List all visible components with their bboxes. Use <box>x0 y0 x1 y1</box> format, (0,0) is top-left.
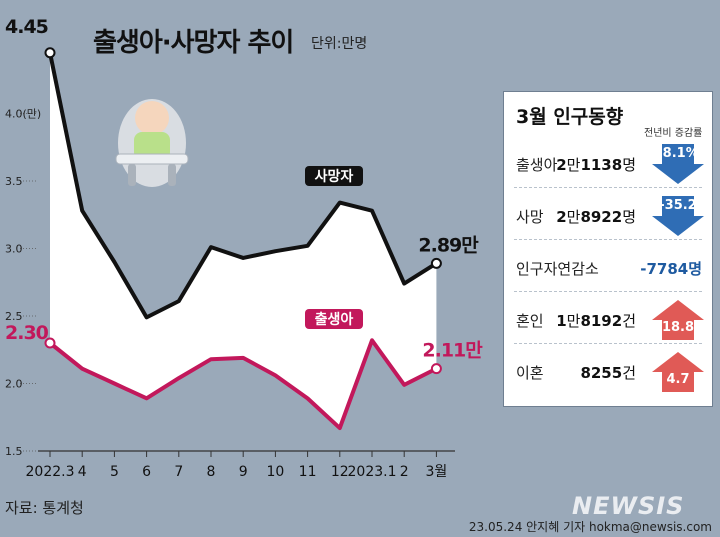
baby-body <box>134 132 170 160</box>
row-divider <box>514 187 702 188</box>
x-tick-label: 6 <box>142 464 151 480</box>
change-rate-label: -35.2 <box>659 198 697 213</box>
baby-tray <box>115 153 189 165</box>
panel-row: 출생아 2만1138명 -8.1% <box>504 142 712 188</box>
panel-row-value: -7784명 <box>640 260 702 278</box>
population-trend-panel: 3월 인구동향 전년비 증감률 출생아 2만1138명 -8.1% 사망 2만8922명… <box>503 91 713 407</box>
panel-row-value: 1만8192건 <box>556 312 636 330</box>
panel-row-value: 8255건 <box>580 364 636 382</box>
x-tick-label: 2023.1 <box>348 464 397 480</box>
seat-leg-right <box>168 164 176 186</box>
panel-row-value: 2만8922명 <box>556 208 636 226</box>
row-divider <box>514 239 702 240</box>
births-start-label: 2.30 <box>5 322 49 344</box>
panel-note: 전년비 증감률 <box>644 128 703 139</box>
panel-row: 사망 2만8922명 -35.2 <box>504 194 712 240</box>
data-point-marker <box>430 363 442 375</box>
x-tick-label: 3월 <box>426 464 448 480</box>
x-tick-label: 5 <box>110 464 119 480</box>
panel-row-label: 인구자연감소 <box>516 260 599 278</box>
deaths-end-label: 2.89만 <box>418 234 479 256</box>
x-tick-label: 11 <box>299 464 317 480</box>
source-text: 자료: 통계청 <box>5 499 84 517</box>
births-end-label: 2.11만 <box>422 340 483 362</box>
credit-text: 23.05.24 안지혜 기자 hokma@newsis.com <box>468 520 712 534</box>
y-tick-label: 3.0 <box>5 243 23 256</box>
seat-leg-left <box>128 164 136 186</box>
births-series-name: 출생아 <box>315 311 354 328</box>
change-rate-label: -8.1% <box>657 146 699 161</box>
births-series-name-box <box>305 309 363 329</box>
x-tick-label: 7 <box>174 464 183 480</box>
y-tick-label: 4.0(만) <box>5 108 41 121</box>
panel-row: 이혼 8255건 4.7 <box>504 350 712 396</box>
deaths-series-name-box <box>305 166 363 186</box>
y-tick-label: 3.5 <box>5 175 23 188</box>
change-rate-label: 4.7 <box>666 372 690 387</box>
x-tick-label: 12 <box>331 464 349 480</box>
row-divider <box>514 343 702 344</box>
chart-title: 출생아·사망자 추이 <box>93 28 294 58</box>
chart-series <box>44 47 442 431</box>
y-tick-label: 2.5 <box>5 310 23 323</box>
gap-area <box>50 52 437 429</box>
data-point-marker <box>44 337 56 349</box>
down-arrow-icon: -8.1% <box>652 144 704 184</box>
row-divider <box>514 291 702 292</box>
series-line-deaths <box>48 50 439 320</box>
panel-row-label: 혼인 <box>516 312 544 330</box>
x-tick-label: 9 <box>239 464 248 480</box>
x-tick-label: 10 <box>266 464 284 480</box>
down-arrow-icon: -35.2 <box>652 196 704 236</box>
deaths-start-label: 4.45 <box>5 16 48 38</box>
x-tick-label: 2 <box>400 464 409 480</box>
panel-row: 혼인 1만8192건 18.8 <box>504 298 712 344</box>
data-point-marker <box>44 47 56 59</box>
baby-head <box>135 101 169 135</box>
chart-axes: 1.52.02.53.03.54.0(만)2022.3 4 5 6 7 8 9 10 11 122… <box>5 108 455 480</box>
panel-row-label: 사망 <box>516 208 544 226</box>
chart-area-fill <box>50 52 437 429</box>
chart-unit: 단위:만명 <box>311 36 368 52</box>
up-arrow-icon: 4.7 <box>652 352 704 392</box>
x-tick-label: 4 <box>78 464 87 480</box>
baby-illustration <box>115 99 189 187</box>
series-line-births <box>48 338 439 431</box>
y-tick-label: 2.0 <box>5 378 23 391</box>
panel-row-value: 2만1138명 <box>556 156 636 174</box>
panel-title: 3월 인구동향 <box>516 106 624 128</box>
y-tick-label: 1.5 <box>5 445 23 458</box>
panel-row-label: 출생아 <box>516 156 558 174</box>
deaths-series-name: 사망자 <box>315 168 354 185</box>
panel-row-label: 이혼 <box>516 364 544 382</box>
x-tick-label: 2022.3 <box>26 464 75 480</box>
newsis-logo: NEWSIS <box>572 492 685 520</box>
data-point-marker <box>430 257 442 269</box>
panel-row: 인구자연감소 -7784명 <box>504 246 712 292</box>
up-arrow-icon: 18.8 <box>652 300 704 340</box>
x-tick-label: 8 <box>207 464 216 480</box>
change-rate-label: 18.8 <box>661 320 695 335</box>
